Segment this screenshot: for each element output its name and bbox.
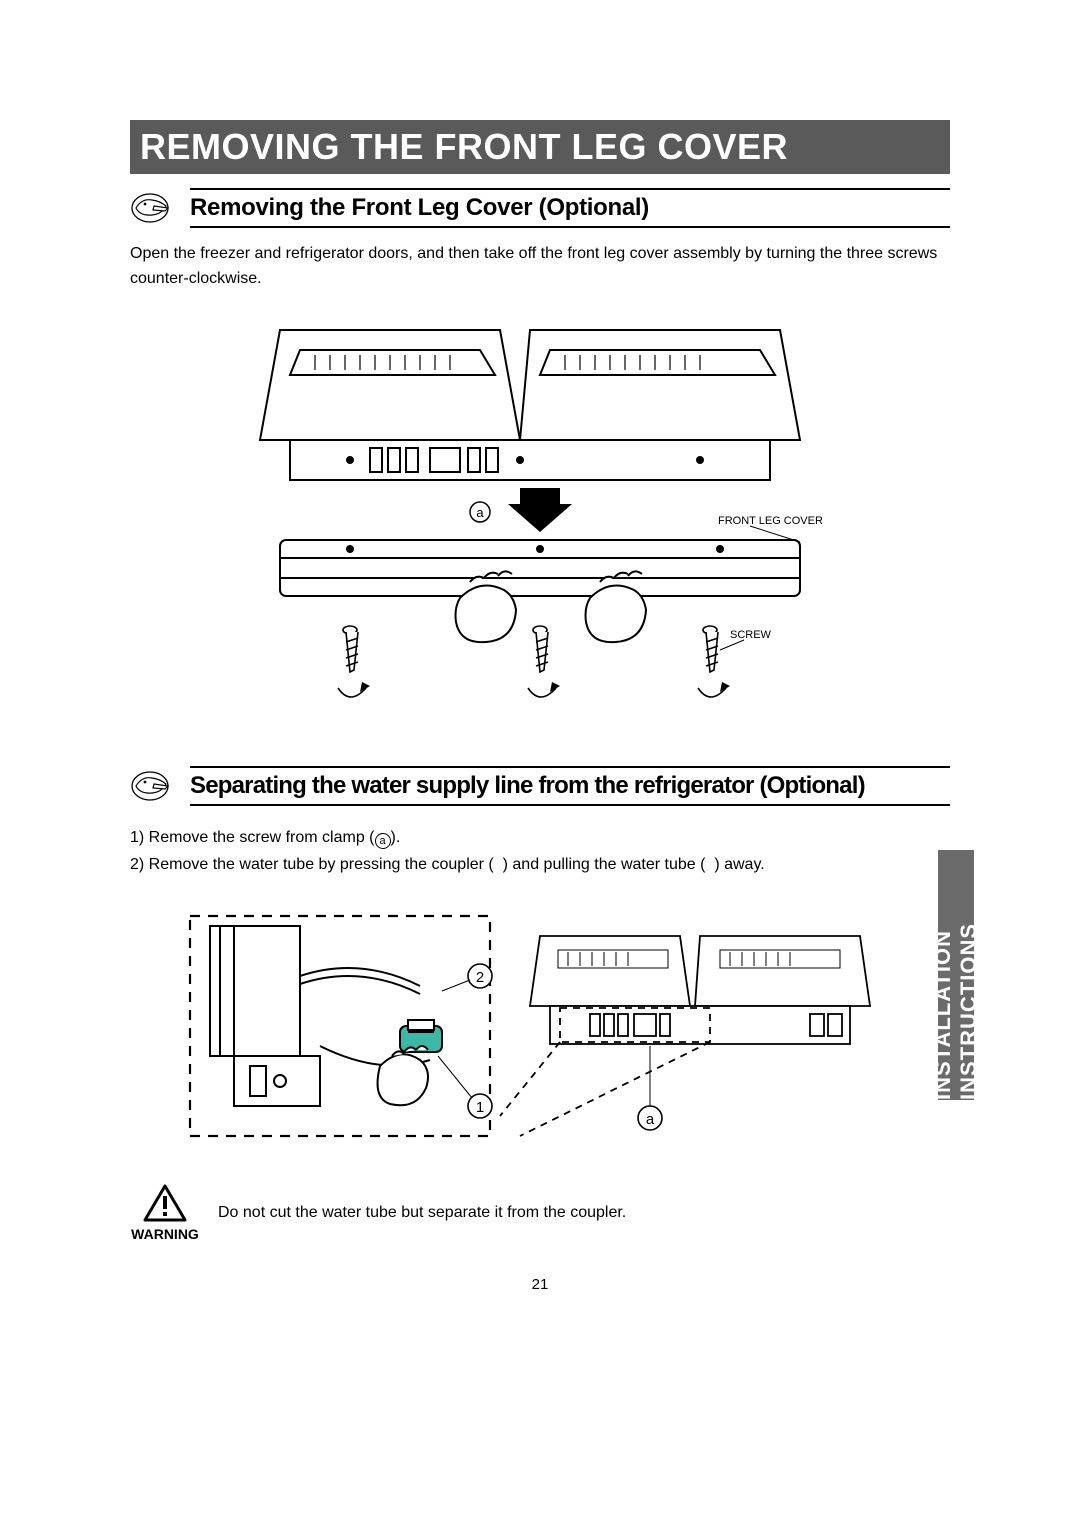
section-remove-cover: Removing the Front Leg Cover (Optional) … <box>130 188 950 730</box>
figure-leg-cover: a FRONT LEG COVER <box>220 320 860 730</box>
pointing-hand-icon <box>130 188 176 228</box>
section-title-rule: Removing the Front Leg Cover (Optional) <box>190 188 950 228</box>
label-a: a <box>476 505 484 520</box>
label-a2: a <box>646 1111 655 1128</box>
step-2: 2) Remove the water tube by pressing the… <box>130 851 950 878</box>
page-content: REMOVING THE FRONT LEG COVER Removing th… <box>130 120 950 1293</box>
circled-a-inline: a <box>375 833 391 849</box>
section-title-2: Separating the water supply line from th… <box>190 772 950 800</box>
step-1: 1) Remove the screw from clamp (a). <box>130 824 950 851</box>
page-banner: REMOVING THE FRONT LEG COVER <box>130 120 950 174</box>
label-screw: SCREW <box>730 629 772 641</box>
page-number: 21 <box>130 1276 950 1293</box>
section-body-text: Open the freezer and refrigerator doors,… <box>130 242 950 292</box>
warning-label: WARNING <box>131 1226 199 1242</box>
pointing-hand-icon <box>130 766 176 806</box>
warning-text: Do not cut the water tube but separate i… <box>218 1204 626 1222</box>
label-c1: 1 <box>476 1099 484 1116</box>
section-header: Removing the Front Leg Cover (Optional) <box>130 188 950 228</box>
warning-block: WARNING Do not cut the water tube but se… <box>130 1184 950 1242</box>
side-tab-installation: INSTALLATION INSTRUCTIONS <box>938 850 974 1100</box>
step-list: 1) Remove the screw from clamp (a). 2) R… <box>130 824 950 878</box>
label-c2: 2 <box>476 969 484 986</box>
section-water-line: Separating the water supply line from th… <box>130 766 950 1242</box>
figure-water-line: 2 1 <box>180 906 900 1166</box>
label-front-leg-cover: FRONT LEG COVER <box>718 515 823 527</box>
section-title: Removing the Front Leg Cover (Optional) <box>190 194 950 222</box>
section-title-rule-2: Separating the water supply line from th… <box>190 766 950 806</box>
warning-icon-col: WARNING <box>130 1184 200 1242</box>
warning-triangle-icon <box>143 1184 187 1224</box>
section-header-2: Separating the water supply line from th… <box>130 766 950 806</box>
